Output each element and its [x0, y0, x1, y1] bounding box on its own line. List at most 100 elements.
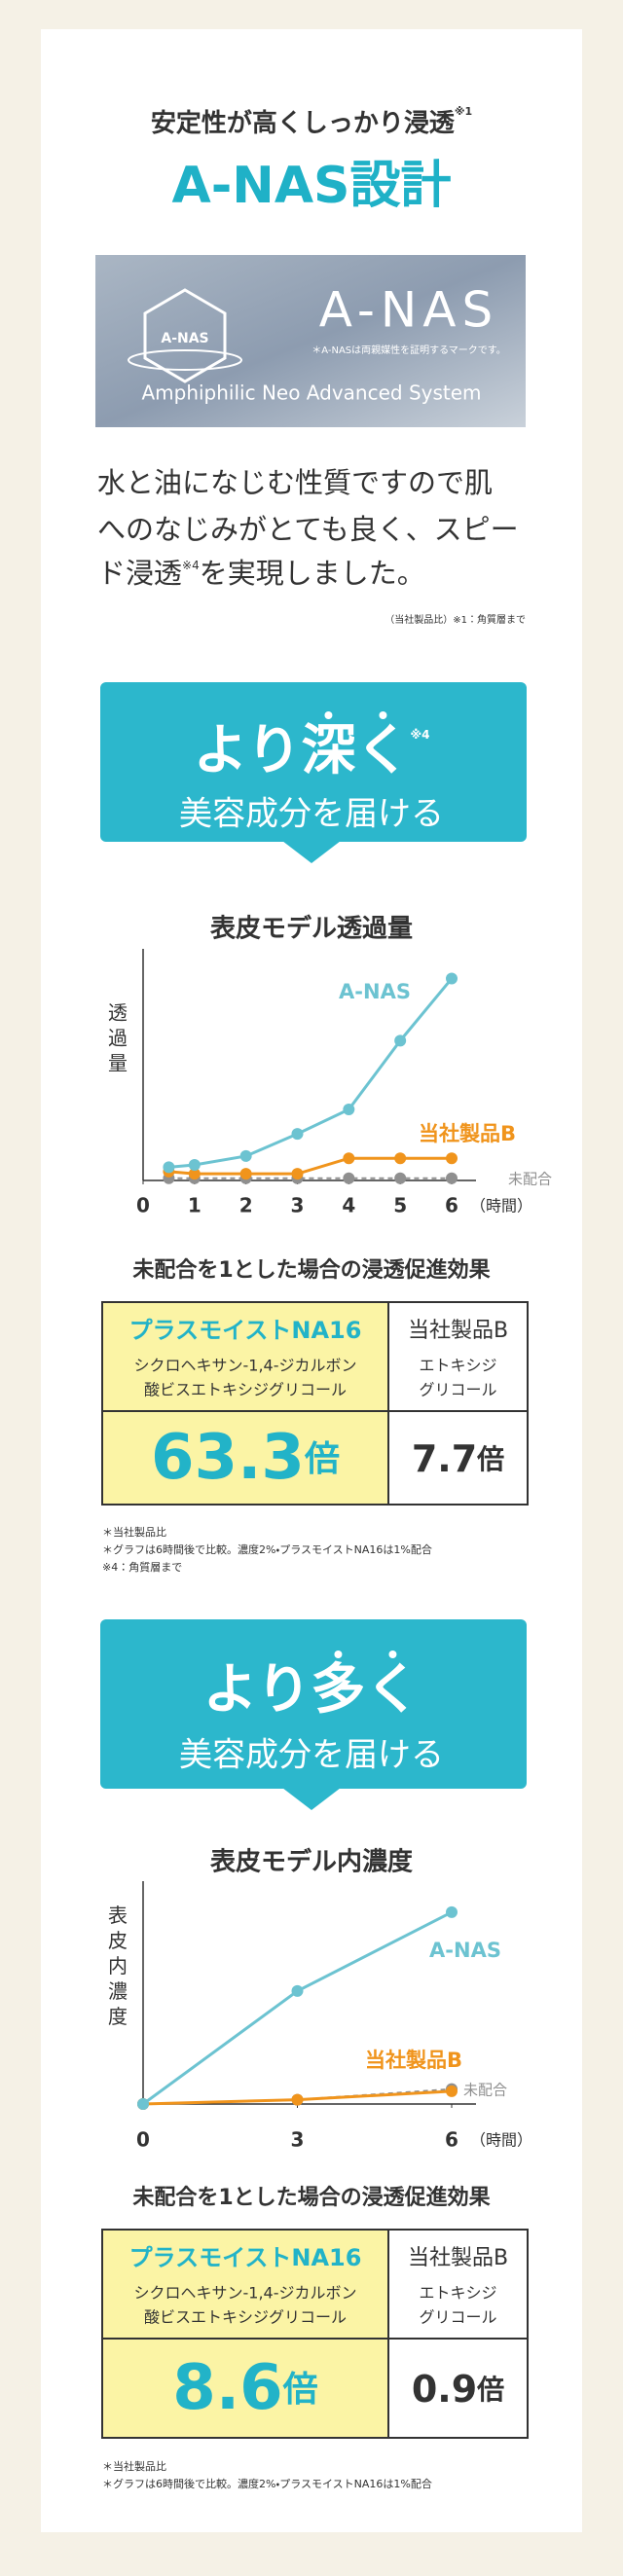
callout-line1: より多く: [203, 1658, 421, 1722]
card: [41, 29, 582, 2532]
series-label: 未配合: [463, 2082, 507, 2099]
callout-emphasis: 多く: [311, 1658, 420, 1722]
data-point: [446, 1172, 458, 1184]
banner-note: ＊A-NASは両親媒性を証明するマークです。: [312, 344, 506, 356]
data-point: [343, 1172, 355, 1184]
callout-line2: 美容成分を届ける: [179, 795, 444, 834]
note: ＊当社製品比: [102, 1525, 166, 1539]
callout-line1: より深く※4: [194, 719, 430, 782]
column-name: プラスモイストNA16: [129, 2244, 362, 2271]
x-tick-label: 6: [445, 2128, 458, 2152]
value-unit: 倍: [476, 2374, 504, 2406]
data-point: [446, 1905, 458, 1918]
column-description: 酸ビスエトキシジグリコール: [144, 1381, 347, 1399]
section-heading: 未配合を1とした場合の浸透促進効果: [132, 2185, 490, 2210]
table-highlight: [102, 2230, 388, 2438]
data-point: [394, 1152, 407, 1165]
note: ※4：角質層まで: [102, 1560, 182, 1574]
series-label: 当社製品B: [419, 1122, 516, 1145]
table-border: [101, 2229, 529, 2439]
column-value: 0.9倍: [412, 2368, 504, 2411]
callout-lead: より: [194, 719, 302, 782]
column-description: グリコール: [419, 2308, 496, 2327]
callout-box: [100, 1619, 527, 1789]
x-tick-label: 4: [342, 1194, 355, 1217]
series-label: A-NAS: [339, 980, 411, 1003]
x-tick-label: 2: [239, 1194, 253, 1217]
heading: A-NAS設計: [171, 157, 451, 215]
data-point: [291, 1984, 304, 1997]
intro-text: ド浸透: [97, 557, 182, 590]
data-point: [188, 1168, 201, 1180]
title-text: 安定性が高くしっかり浸透: [151, 108, 456, 138]
callout-note: ※4: [410, 728, 429, 742]
title: 安定性が高くしっかり浸透※1: [151, 105, 472, 138]
value-unit: 倍: [476, 1443, 504, 1475]
column-description: エトキシジ: [419, 1357, 496, 1375]
logo-ring: [128, 349, 242, 371]
data-point: [446, 972, 458, 985]
chart-title: 表皮モデル内濃度: [209, 1847, 413, 1877]
callout-lead: より: [203, 1658, 312, 1722]
note: ＊グラフは6時間後で比較。濃度2%・プラスモイストNA16は1%配合: [102, 1542, 432, 1556]
column-name: 当社製品B: [408, 2246, 508, 2270]
intro-line: ド浸透※4を実現しました。: [97, 557, 425, 590]
logo-hexagon: [143, 288, 227, 383]
data-point: [239, 1168, 252, 1180]
note: ＊当社製品比: [102, 2459, 166, 2473]
x-tick-label: 0: [136, 2128, 150, 2152]
value-unit: 倍: [304, 1439, 340, 1479]
y-axis-label: 透過量: [105, 1002, 128, 1078]
data-point: [446, 2085, 458, 2097]
x-tick-label: 5: [393, 1194, 407, 1217]
note: ＊グラフは6時間後で比較。濃度2%・プラスモイストNA16は1%配合: [102, 2477, 432, 2490]
chart-title: 表皮モデル透過量: [209, 914, 413, 944]
emphasis-dot: [379, 711, 387, 719]
data-point: [188, 1159, 201, 1172]
data-point: [291, 2093, 304, 2106]
intro-line: 水と油になじむ性質ですので肌: [97, 466, 493, 499]
callout-pointer: [282, 841, 341, 863]
banner-bg: [95, 255, 526, 427]
banner-name: A-NAS: [319, 282, 499, 339]
data-point: [394, 1172, 407, 1184]
value-number: 0.9: [412, 2368, 477, 2411]
section-heading: 未配合を1とした場合の浸透促進効果: [132, 1257, 490, 1283]
emphasis-dot: [388, 1651, 397, 1658]
column-description: 酸ビスエトキシジグリコール: [144, 2308, 347, 2327]
x-axis-label: （時間）: [470, 2131, 532, 2150]
series-label: 未配合: [508, 1171, 552, 1188]
data-point: [163, 1161, 175, 1174]
emphasis-dot: [334, 1651, 343, 1658]
column-description: エトキシジ: [419, 2284, 496, 2303]
column-value: 8.6倍: [172, 2352, 317, 2424]
column-name: 当社製品B: [408, 1319, 508, 1343]
y-axis-label: 表皮内濃度: [105, 1905, 128, 2031]
column-value: 63.3倍: [151, 1422, 340, 1494]
data-point: [394, 1034, 407, 1047]
emphasis-dot: [324, 711, 333, 719]
column-description: シクロヘキサン-1,4-ジカルボン: [134, 1357, 357, 1375]
series-label: A-NAS: [429, 1939, 501, 1962]
column-value: 7.7倍: [412, 1437, 504, 1480]
value-number: 63.3: [151, 1422, 305, 1494]
series-label: 当社製品B: [365, 2049, 462, 2072]
data-point: [343, 1104, 355, 1116]
column-name: プラスモイストNA16: [129, 1317, 362, 1344]
x-axis-label: （時間）: [470, 1197, 532, 1215]
banner-subtitle: Amphiphilic Neo Advanced System: [141, 381, 481, 405]
value-unit: 倍: [282, 2370, 318, 2410]
callout-emphasis: 深く: [301, 719, 410, 782]
data-point: [343, 1152, 355, 1165]
value-number: 7.7: [412, 1437, 477, 1480]
banner: A-NAS A-NAS ＊A-NASは両親媒性を証明するマークです。 Amphi…: [95, 255, 526, 427]
title-note: ※1: [455, 105, 472, 118]
intro-line: へのなじみがとても良く、スピー: [97, 513, 519, 546]
callout-pointer: [282, 1788, 341, 1810]
data-point: [137, 2098, 149, 2110]
intro-footnote: （当社製品比）※1：角質層まで: [385, 613, 526, 626]
intro-note: ※4: [182, 559, 200, 572]
x-tick-label: 6: [445, 1194, 458, 1217]
column-description: シクロヘキサン-1,4-ジカルボン: [134, 2284, 357, 2303]
data-point: [291, 1168, 304, 1180]
